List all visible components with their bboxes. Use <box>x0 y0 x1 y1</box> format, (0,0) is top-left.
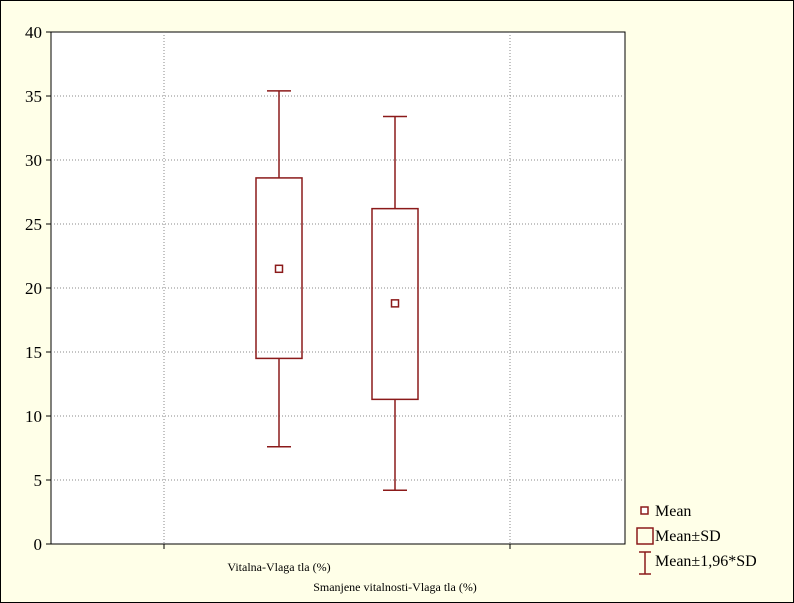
x-category-label: Smanjene vitalnosti-Vlaga tla (%) <box>313 580 477 594</box>
x-category-label: Vitalna-Vlaga tla (%) <box>227 560 330 574</box>
plot-area <box>50 31 626 545</box>
legend: Mean Mean±SD Mean±1,96*SD <box>636 503 757 575</box>
y-tick-label: 25 <box>25 215 42 234</box>
y-tick-label: 15 <box>25 343 42 362</box>
box-series <box>255 90 419 491</box>
gridlines <box>51 32 625 544</box>
sd-box <box>371 207 419 401</box>
legend-whisker-label: Mean±1,96*SD <box>655 553 757 570</box>
y-tick-label: 10 <box>25 407 42 426</box>
y-axis: 0 5 10 15 20 25 30 35 40 <box>25 23 51 554</box>
sd-box <box>255 177 303 360</box>
y-tick-label: 30 <box>25 151 42 170</box>
x-axis: Vitalna-Vlaga tla (%) Smanjene vitalnosti… <box>163 544 511 594</box>
y-tick-label: 5 <box>34 471 43 490</box>
box-group <box>255 90 303 448</box>
legend-sd-box <box>636 527 654 545</box>
legend-sd-label: Mean±SD <box>655 528 721 545</box>
legend-mean-marker <box>640 506 649 515</box>
y-tick-label: 35 <box>25 87 42 106</box>
box-group <box>371 115 419 491</box>
y-tick-label: 20 <box>25 279 42 298</box>
mean-marker <box>274 264 284 274</box>
mean-marker <box>390 299 400 308</box>
y-tick-label: 0 <box>34 535 43 554</box>
legend-mean-label: Mean <box>655 503 691 520</box>
y-tick-label: 40 <box>25 23 42 42</box>
